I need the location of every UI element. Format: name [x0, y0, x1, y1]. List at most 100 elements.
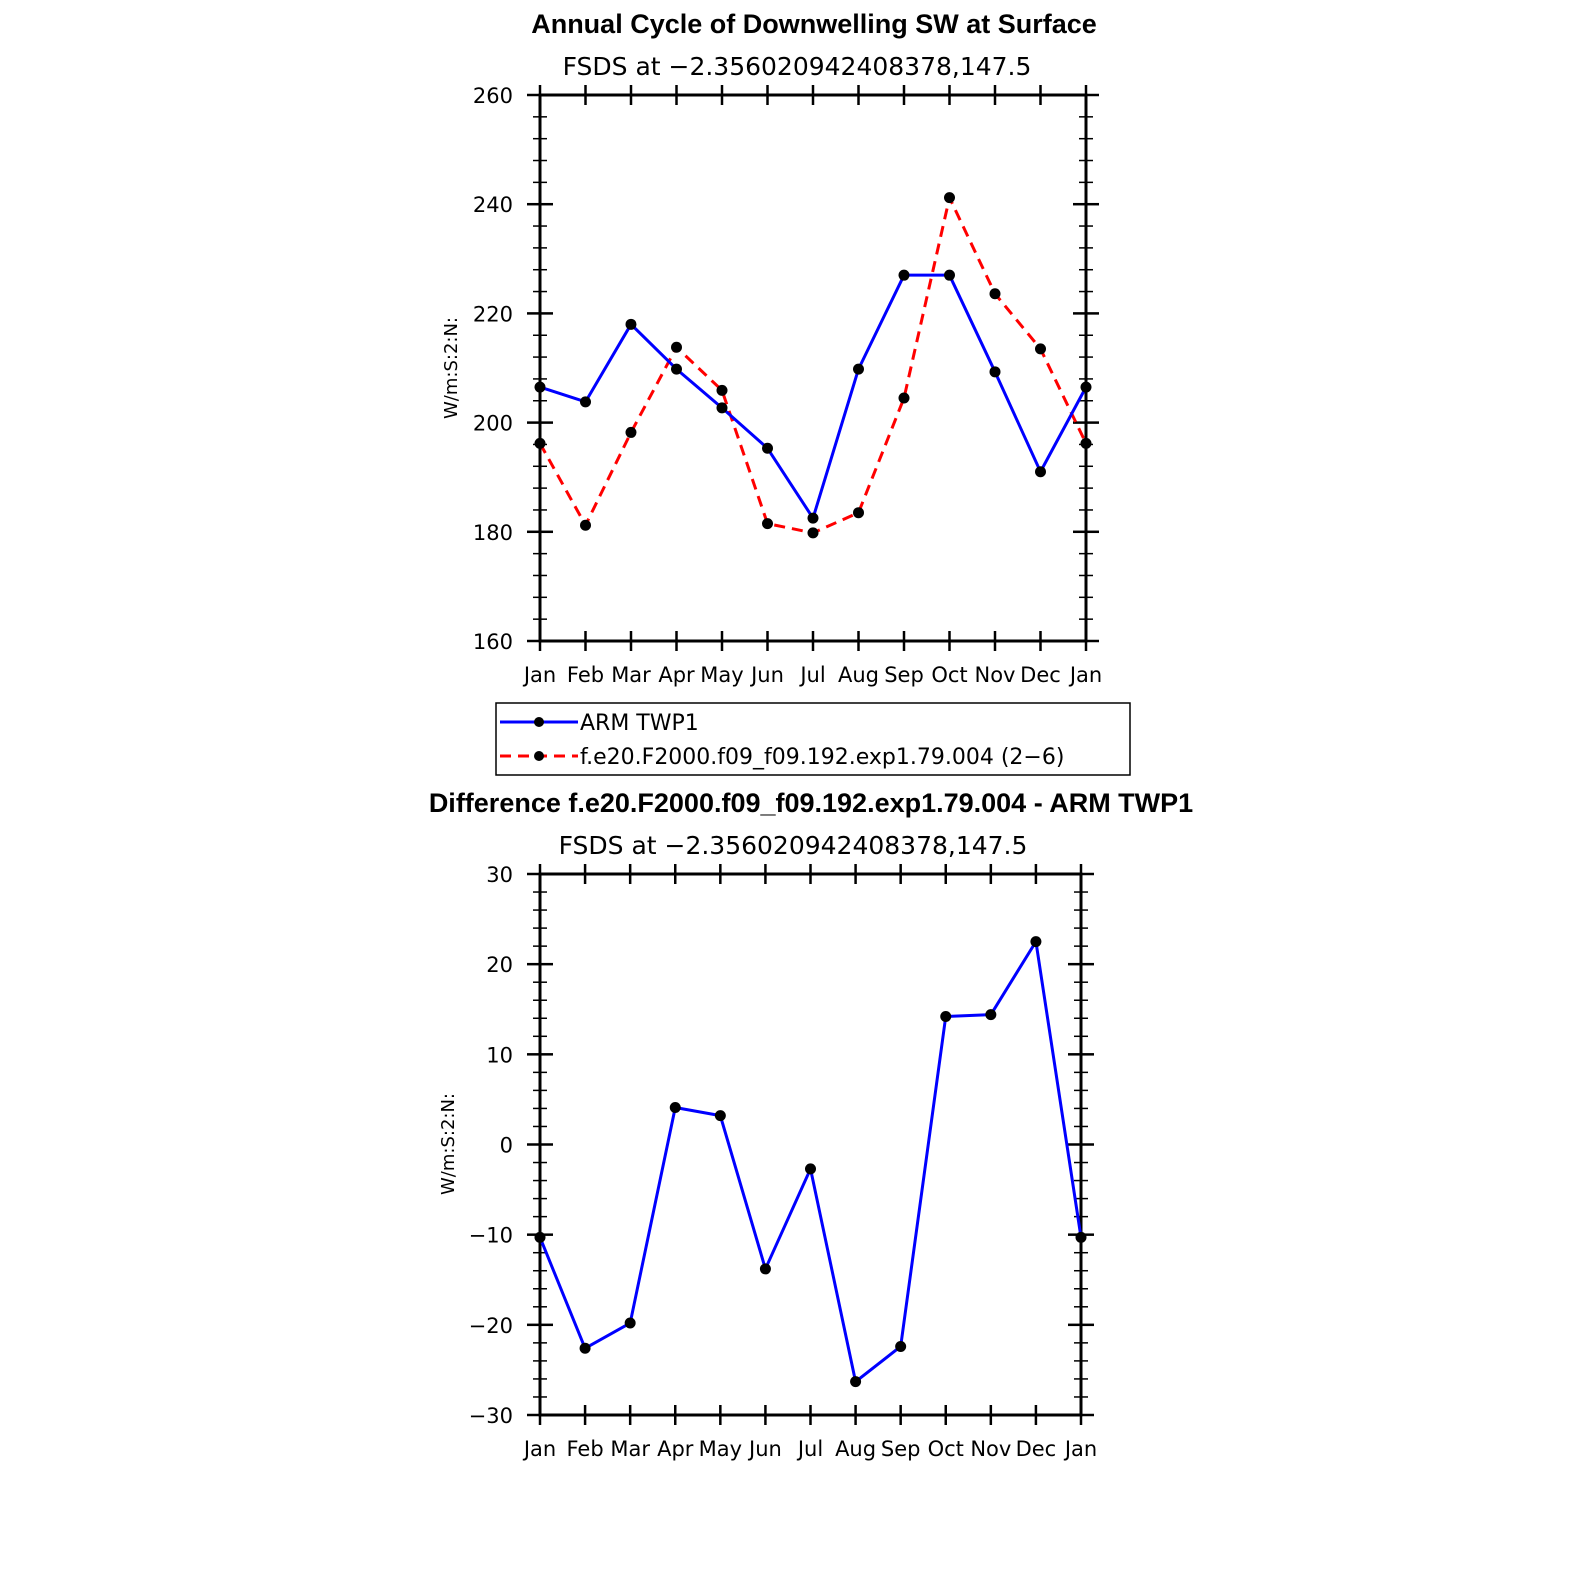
data-point: [898, 269, 910, 281]
series-group: [534, 192, 1092, 539]
y-tick-label: 10: [486, 1043, 513, 1067]
y-tick-label: 20: [486, 953, 513, 977]
data-point: [985, 1009, 997, 1021]
data-point: [853, 363, 864, 375]
difference-chart: Difference f.e20.F2000.f09_f09.192.exp1.…: [429, 788, 1193, 1461]
data-point: [762, 442, 773, 454]
chart-subtitle: FSDS at −2.356020942408378,147.5: [563, 52, 1032, 81]
data-point: [624, 1317, 636, 1329]
series-line: [539, 273, 1088, 520]
axis-ticks: [527, 864, 1094, 1425]
data-point: [580, 519, 591, 531]
axis-ticks: [527, 85, 1099, 651]
legend: ARM TWP1 f.e20.F2000.f09_f09.192.exp1.79…: [495, 702, 1131, 776]
y-tick-label: 260: [473, 84, 513, 108]
data-point: [534, 381, 546, 393]
data-point: [579, 1342, 591, 1354]
data-point: [669, 1102, 681, 1114]
data-point: [1075, 1231, 1087, 1243]
y-tick-label: −20: [469, 1314, 513, 1338]
plot-frame: [538, 93, 1088, 643]
data-point: [671, 341, 682, 353]
x-tick-label: Apr: [657, 1437, 694, 1461]
y-tick-label: 200: [473, 412, 513, 436]
y-tick-label: 240: [473, 193, 513, 217]
data-point: [716, 384, 728, 396]
x-tick-label: Jan: [522, 663, 556, 687]
tick-labels: Jan Feb Mar Apr May Jun Jul Aug Sep Oct Nov Dec Jan 1…: [473, 84, 1102, 687]
x-tick-label: Nov: [970, 1437, 1011, 1461]
data-point: [625, 426, 637, 438]
data-point: [1080, 381, 1092, 393]
y-tick-label: 0: [500, 1134, 513, 1158]
x-tick-label: Sep: [884, 663, 924, 687]
data-point: [580, 396, 591, 408]
x-tick-label: May: [700, 663, 743, 687]
data-point: [940, 1010, 952, 1022]
data-point: [1030, 936, 1042, 948]
x-tick-label: Jul: [798, 663, 825, 687]
data-point: [895, 1340, 907, 1352]
chart-title: Difference f.e20.F2000.f09_f09.192.exp1.…: [429, 788, 1193, 818]
x-tick-label: May: [699, 1437, 742, 1461]
x-tick-label: Feb: [567, 663, 604, 687]
y-tick-label: 220: [473, 302, 513, 326]
y-axis-label: W/m:S:2:N:: [441, 317, 462, 419]
data-point: [716, 402, 728, 414]
data-point: [714, 1110, 726, 1122]
data-point: [989, 366, 1001, 378]
series-line: [538, 940, 1083, 1384]
data-point: [1080, 437, 1092, 449]
plot-frame: [538, 872, 1083, 1417]
data-point: [944, 269, 955, 281]
x-tick-label: Aug: [838, 663, 879, 687]
series-line: [538, 196, 1088, 535]
chart-subtitle: FSDS at −2.356020942408378,147.5: [559, 831, 1028, 860]
x-tick-label: Oct: [931, 663, 967, 687]
data-point: [944, 192, 955, 204]
data-point: [807, 512, 819, 524]
data-point: [534, 437, 546, 449]
x-tick-label: Aug: [835, 1437, 876, 1461]
annual-cycle-chart: Annual Cycle of Downwelling SW at Surfac…: [441, 9, 1131, 776]
y-tick-label: 180: [473, 521, 513, 545]
y-tick-label: 30: [486, 863, 513, 887]
data-point: [807, 527, 819, 539]
y-tick-label: −10: [469, 1224, 513, 1248]
x-tick-label: Oct: [928, 1437, 964, 1461]
data-point: [805, 1163, 816, 1175]
x-tick-label: Nov: [975, 663, 1016, 687]
data-point: [853, 507, 864, 519]
x-tick-label: Apr: [658, 663, 695, 687]
data-point: [1035, 466, 1046, 478]
x-tick-label: Jan: [1063, 1437, 1097, 1461]
data-point: [671, 363, 682, 375]
data-point: [759, 1263, 771, 1275]
x-tick-label: Dec: [1016, 1437, 1057, 1461]
tick-labels: Jan Feb Mar Apr May Jun Jul Aug Sep Oct Nov Dec Jan−…: [469, 863, 1098, 1461]
x-tick-label: Jun: [747, 1437, 782, 1461]
data-point: [898, 392, 910, 404]
data-point: [762, 518, 773, 530]
y-tick-label: −30: [469, 1404, 513, 1428]
x-tick-label: Jul: [796, 1437, 823, 1461]
legend-box: [495, 702, 1131, 776]
data-point: [1035, 343, 1046, 355]
x-tick-label: Mar: [611, 663, 651, 687]
x-tick-label: Jan: [1068, 663, 1102, 687]
data-point: [625, 318, 637, 330]
data-point: [534, 1231, 546, 1243]
x-tick-label: Mar: [610, 1437, 650, 1461]
data-point: [850, 1376, 862, 1388]
legend-marker-arm: [534, 717, 544, 727]
x-tick-label: Jun: [749, 663, 784, 687]
y-tick-label: 160: [473, 630, 513, 654]
y-axis-label: W/m:S:2:N:: [438, 1093, 459, 1195]
x-tick-label: Feb: [566, 1437, 603, 1461]
legend-label-arm: ARM TWP1: [580, 711, 699, 736]
data-point: [989, 288, 1001, 300]
legend-marker-model: [534, 751, 544, 761]
series-group: [534, 936, 1087, 1388]
chart-title: Annual Cycle of Downwelling SW at Surfac…: [531, 9, 1097, 39]
